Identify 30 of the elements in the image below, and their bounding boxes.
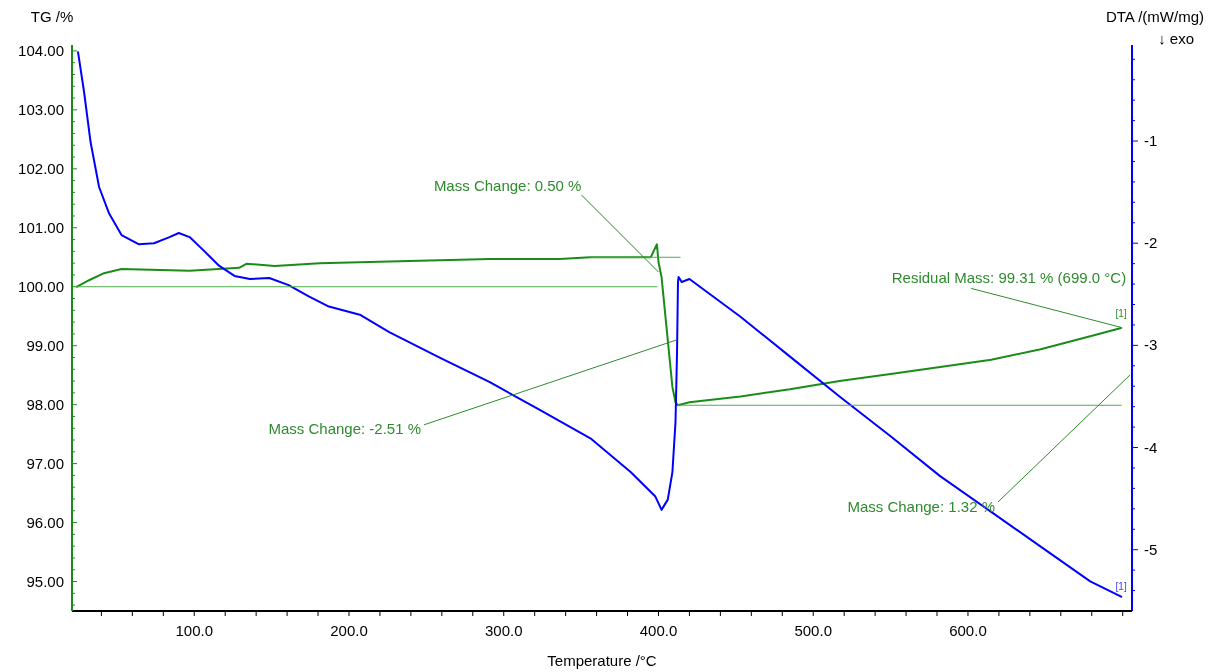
y2-tick-label: -1 <box>1144 132 1158 150</box>
annotation: [1] <box>1115 581 1127 593</box>
annotation: Mass Change: 0.50 % <box>433 176 582 194</box>
y-tick-label: 98.00 <box>26 395 64 413</box>
y-tick-label: 96.00 <box>26 513 64 531</box>
y2-tick-label: -5 <box>1144 540 1158 558</box>
y-tick-label: 100.00 <box>18 277 64 295</box>
y-tick-label: 97.00 <box>26 454 64 472</box>
x-tick-label: 100.0 <box>175 622 214 639</box>
x-tick-label: 400.0 <box>639 622 678 639</box>
y2-tick-label: -3 <box>1144 336 1158 354</box>
y2-tick-label: -2 <box>1144 234 1158 252</box>
y-tick-label: 103.00 <box>18 100 64 118</box>
x-tick-label: 300.0 <box>484 622 523 639</box>
x-axis-title: Temperature /°C <box>547 652 657 669</box>
x-tick-label: 500.0 <box>794 622 832 639</box>
y-tick-label: 99.00 <box>26 336 64 354</box>
x-tick-label: 600.0 <box>949 622 987 639</box>
y-tick-label: 95.00 <box>26 572 64 590</box>
text: ↓ exo <box>1158 30 1194 47</box>
y-axis-title: TG /% <box>30 8 74 25</box>
y2-axis-title: DTA /(mW/mg) <box>1105 8 1204 25</box>
y-tick-label: 101.00 <box>18 218 64 236</box>
annotation: Residual Mass: 99.31 % (699.0 °C) <box>891 269 1127 287</box>
annotation: [1] <box>1115 308 1127 320</box>
y2-tick-label: -4 <box>1144 438 1158 456</box>
y-tick-label: 102.00 <box>18 159 64 177</box>
x-tick-label: 200.0 <box>330 622 368 639</box>
y-tick-label: 104.00 <box>18 41 64 59</box>
annotation: Mass Change: -2.51 % <box>268 419 422 437</box>
